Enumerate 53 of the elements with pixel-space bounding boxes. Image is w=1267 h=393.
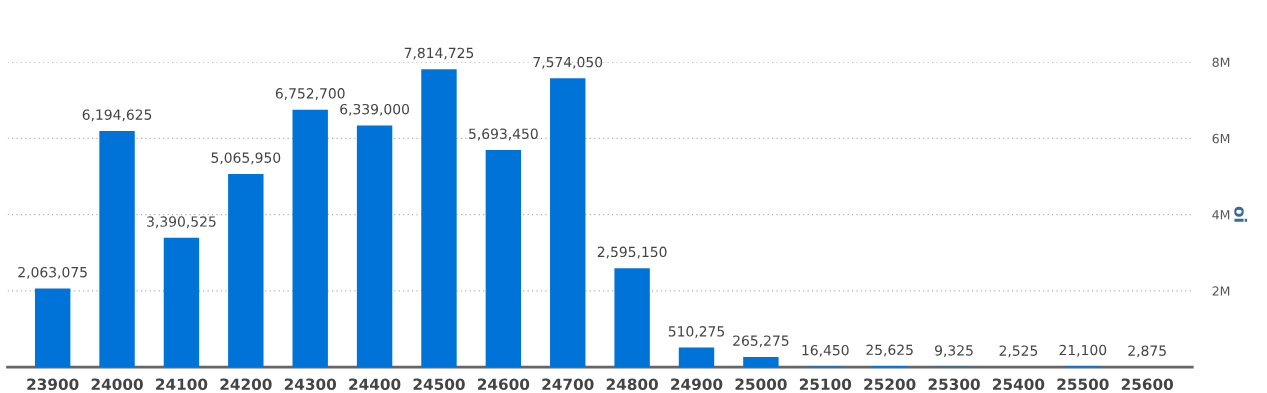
bar (678, 347, 715, 368)
x-tick-label: 25600 (1121, 378, 1174, 390)
data-label: 9,325 (935, 345, 973, 358)
bar (356, 125, 393, 368)
x-tick-label: 25000 (735, 378, 787, 390)
x-tick-label: 24800 (606, 378, 658, 390)
data-label: 21,100 (1059, 344, 1107, 357)
bar (163, 237, 200, 368)
data-label: 2,595,150 (597, 246, 667, 259)
y-axis-title: oi (1234, 206, 1248, 222)
bar (550, 78, 586, 368)
x-tick-label: 25400 (993, 378, 1045, 390)
x-tick-label: 24000 (91, 378, 143, 390)
x-tick-label: 24400 (349, 378, 401, 390)
x-tick-label: 25300 (928, 378, 980, 390)
x-tick-label: 25500 (1057, 378, 1109, 390)
data-label: 25,625 (866, 344, 913, 357)
bar (421, 69, 457, 368)
data-label: 5,693,450 (469, 128, 538, 141)
data-label: 7,814,725 (404, 47, 474, 60)
x-tick-label: 24100 (156, 378, 208, 390)
data-label: 265,275 (733, 335, 789, 348)
x-tick-label: 24900 (671, 378, 723, 390)
data-label: 2,063,075 (18, 266, 87, 279)
bar (99, 130, 135, 368)
data-label: 6,752,700 (275, 88, 345, 101)
bar (485, 150, 522, 368)
x-tick-label: 24700 (542, 378, 594, 390)
data-label: 2,525 (999, 345, 1038, 358)
data-label: 3,390,525 (147, 216, 216, 229)
data-label: 510,275 (668, 326, 724, 338)
x-tick-label: 24200 (220, 378, 272, 390)
bar (292, 109, 328, 368)
data-label: 5,065,950 (211, 152, 281, 165)
data-label: 2,875 (1128, 345, 1166, 358)
x-tick-label: 24300 (284, 378, 337, 390)
x-tick-label: 23900 (27, 378, 79, 390)
bar (228, 173, 264, 368)
y-tick-label: 2M (1212, 286, 1230, 296)
data-label: 6,194,625 (82, 109, 152, 122)
x-tick-label: 24600 (477, 378, 530, 390)
data-label: 6,339,000 (340, 103, 409, 116)
data-label: 7,574,050 (533, 56, 603, 69)
y-tick-label: 8M (1212, 57, 1230, 68)
bar (614, 268, 650, 368)
x-tick-label: 25200 (864, 378, 916, 390)
bar (743, 356, 779, 368)
y-tick-label: 4M (1212, 210, 1230, 220)
data-label: 16,450 (802, 344, 849, 357)
x-tick-label: 25100 (799, 378, 852, 390)
x-tick-label: 24500 (413, 378, 465, 390)
bar (34, 288, 71, 368)
y-tick-label: 6M (1212, 133, 1230, 144)
